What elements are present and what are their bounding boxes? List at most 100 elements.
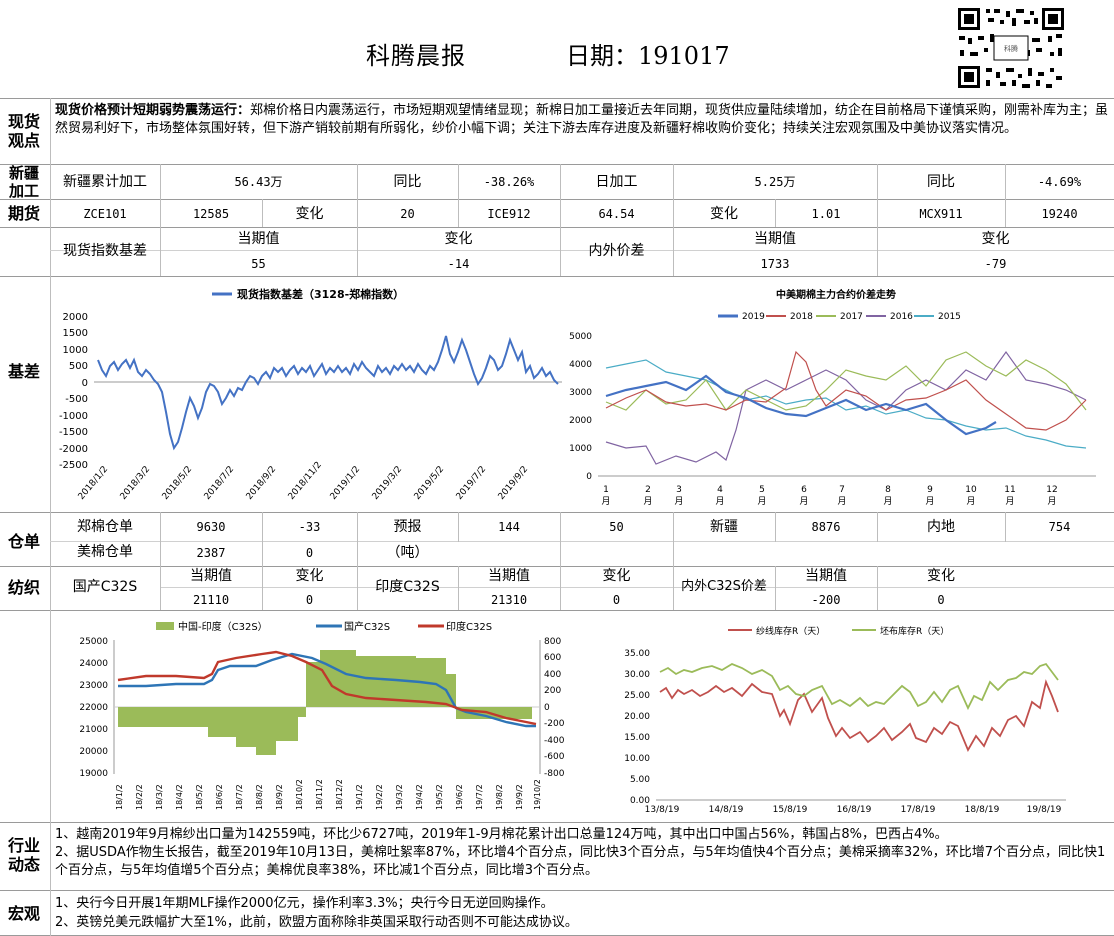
chart3-yaxis-right: 800 600 400 200 0 -200 -400 -600 -800 (544, 637, 565, 779)
chart1-xtick: 2019/7/2 (455, 465, 489, 502)
yarn-inventory-line (659, 679, 1059, 753)
chart2-xtick: 3 (676, 485, 682, 495)
series-2019 (605, 374, 997, 436)
chart4-ytick: 10.00 (624, 754, 650, 764)
india-change-value: 0 (612, 593, 621, 607)
chart3-xtick: 19/4/2 (415, 784, 424, 810)
chart4-xtick: 14/8/19 (709, 805, 744, 815)
diff-current-value: 1733 (760, 257, 790, 271)
legend-2019: 2019 (742, 312, 765, 322)
series-2018 (605, 350, 1087, 431)
legend-domestic: 国产C32S (344, 620, 390, 633)
chart4-xtick: 16/8/19 (837, 805, 872, 815)
spot-view-text: 现货价格预计短期弱势震荡运行：郑棉价格日内震荡运行，市场短期观望情绪显现；新棉日… (55, 102, 1110, 138)
chart1-ytick: -2000 (59, 444, 88, 455)
zce-change-label: 变化 (295, 206, 324, 222)
xinjiang-receipt-value: 8876 (811, 520, 841, 534)
c32s-diff-change: 0 (937, 593, 945, 607)
ice-change-value: 1.01 (811, 207, 841, 221)
diff-change-value: -79 (984, 257, 1007, 271)
chart2-xtick: 6 (801, 485, 807, 495)
india-current-header: 当期值 (488, 568, 530, 584)
chart3-xtick: 19/7/2 (475, 784, 484, 810)
chart2-ytick: 1000 (569, 444, 592, 454)
domestic-current-header: 当期值 (190, 568, 232, 584)
chart4-xtick: 18/8/19 (965, 805, 1000, 815)
chart3-xaxis: 18/1/2 18/2/2 18/3/2 18/4/2 18/5/2 18/6/… (115, 779, 542, 810)
series-2016 (605, 350, 1087, 465)
spread-chart: 中美期棉主力合约价差走势 2019 2018 2017 2016 2015 50… (569, 288, 1096, 507)
industry-item: 1、越南2019年9月棉纱出口量为142559吨，环比少6727吨，2019年1… (55, 827, 948, 842)
chart1-xtick: 2018/3/2 (119, 465, 153, 502)
india-current-value: 21310 (490, 593, 528, 607)
diff-change-header-yarn: 变化 (927, 568, 955, 584)
macro-label: 宏观 (7, 904, 40, 923)
xinjiang-receipt-label: 新疆 (710, 519, 738, 535)
chart3-ytick-right: -600 (544, 752, 565, 762)
inventory-chart: 纱线库存R（天） 坯布库存R（天） 35.00 30.00 25.00 20.0… (624, 625, 1066, 815)
chart3-ytick: 19000 (79, 769, 108, 779)
us-receipt-label: 美棉仓单 (77, 544, 133, 560)
chart1-xtick: 2018/9/2 (245, 465, 279, 502)
chart1-xtick: 2019/5/2 (413, 465, 447, 502)
svg-text:月: 月 (925, 496, 934, 507)
legend-fabric-inventory: 坯布库存R（天） (880, 625, 949, 637)
yarn-label: 纺织 (7, 578, 40, 597)
xinjiang-yoy-label: 同比 (393, 174, 422, 190)
chart1-xaxis: 2018/1/2 2018/3/2 2018/5/2 2018/7/2 2018… (77, 460, 531, 502)
chart4-ytick: 0.00 (630, 796, 650, 806)
inland-receipt-label: 内地 (927, 519, 955, 535)
domestic-change-value: 0 (305, 593, 314, 607)
chart4-ytick: 35.00 (624, 649, 650, 659)
chart2-ytick: 0 (586, 472, 592, 482)
legend-2015: 2015 (938, 312, 961, 322)
forecast-label: 预报 (393, 519, 422, 535)
spot-basis-chart: 现货指数基差（3128-郑棉指数） 2000 1500 1000 500 0 -… (59, 287, 562, 502)
header: 科腾晨报 日期：191017 科腾 (0, 0, 1114, 98)
chart2-xtick: 4 (717, 485, 723, 495)
chart3-xtick: 18/6/2 (215, 784, 224, 810)
chart2-xtick: 10 (965, 485, 977, 495)
svg-text:科腾: 科腾 (1004, 44, 1018, 53)
chart2-xtick: 12 (1046, 485, 1057, 495)
svg-text:月: 月 (643, 496, 652, 507)
chart4-ytick: 25.00 (624, 691, 650, 701)
zce-price: 12585 (192, 207, 230, 221)
chart3-ytick-right: 0 (544, 703, 550, 713)
price-diff-label: 内外价差 (588, 243, 645, 259)
chart3-ytick-right: 800 (544, 637, 561, 647)
chart3-ytick: 24000 (79, 659, 108, 669)
zce-receipt-change: -33 (298, 520, 321, 534)
chart1-ytick: -1000 (59, 411, 88, 422)
domestic-current-value: 21110 (192, 593, 230, 607)
chart2-xtick: 2 (645, 485, 651, 495)
mcx-price: 19240 (1041, 207, 1078, 221)
macro-news: 1、央行今日开展1年期MLF操作2000亿元，操作利率3.3%；央行今日无逆回购… (55, 894, 1110, 932)
spot-change-value: -14 (447, 257, 470, 271)
futures-label: 期货 (7, 204, 40, 223)
ice-change-label: 变化 (710, 206, 738, 222)
chart3-xtick: 19/10/2 (533, 779, 542, 810)
chart3-bars (118, 650, 532, 755)
chart3-xtick: 18/4/2 (175, 784, 184, 810)
domestic-change-header: 变化 (295, 568, 324, 584)
chart1-ytick: 2000 (63, 312, 88, 323)
chart3-xtick: 18/9/2 (275, 784, 284, 810)
chart3-xtick: 19/2/2 (375, 784, 384, 810)
chart3-xtick: 19/1/2 (355, 784, 364, 810)
chart3-xtick: 19/9/2 (515, 784, 524, 810)
spot-view-body: 郑棉价格日内震荡运行，市场短期观望情绪显现；新棉日加工量接近去年同期，现货供应量… (55, 103, 1109, 136)
diff-current-header: 当期值 (754, 231, 796, 247)
chart2-ytick: 2000 (569, 416, 592, 426)
xinjiang-yoy-value: -38.26% (483, 175, 535, 189)
chart1-ytick: 1000 (63, 345, 88, 356)
report-date: 日期：191017 (566, 42, 730, 70)
industry-label: 行业动态 (7, 836, 40, 875)
chart3-yaxis-left: 25000 24000 23000 22000 21000 20000 1900… (79, 637, 108, 779)
daily-yoy-value: -4.69% (1037, 175, 1082, 189)
forecast-value: 144 (498, 520, 520, 534)
us-receipt-value: 2387 (196, 546, 226, 560)
macro-item: 2、英镑兑美元跌幅扩大至1%，此前，欧盟方面称除非英国采取行动否则不可能达成协议… (55, 915, 578, 930)
qr-code: 科腾 (956, 6, 1066, 90)
chart3-ytick: 23000 (79, 681, 108, 691)
